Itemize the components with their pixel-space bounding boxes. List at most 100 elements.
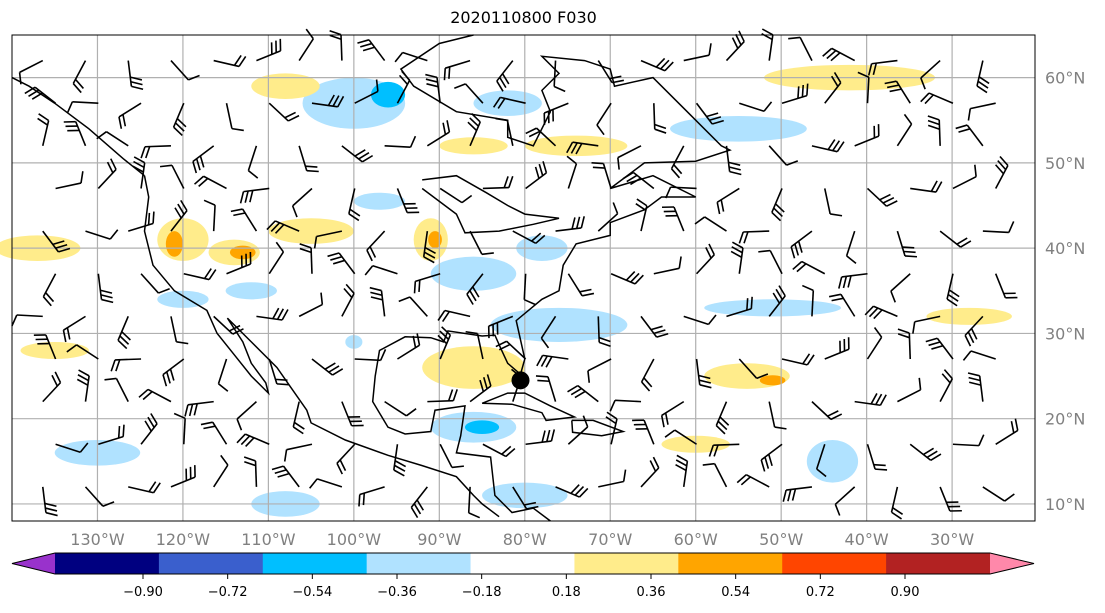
wind-barb [170,199,188,232]
wind-barb [298,145,319,173]
wind-barb [97,158,117,190]
wind-barb [128,481,161,494]
wind-barb [824,337,850,360]
wind-barb [866,187,898,207]
wind-barb [653,103,667,134]
wind-barb [341,145,374,163]
coastlines [11,34,732,522]
latitude-label: 30°N [1045,324,1085,343]
wind-barb [543,102,569,125]
map-title: 2020110800 F030 [450,8,597,27]
colorbar-segment [366,553,472,574]
wind-barb [236,401,257,431]
latitude-label: 10°N [1045,495,1085,514]
colorbar-extend-high [990,553,1034,574]
wind-barb [104,377,129,402]
wind-barb [828,293,856,317]
wind-barb [266,220,300,234]
colorbar-tick-label: 0.72 [806,585,835,600]
wind-barb [535,375,557,402]
wind-barb [369,286,386,317]
wind-barb [62,315,86,343]
wind-barb [566,141,599,155]
shaded-region [430,256,517,291]
colorbar-extend-low [12,553,55,574]
wind-barb [467,113,481,147]
wind-barb [976,60,990,94]
wind-barb [920,59,941,90]
wind-barb [540,315,557,349]
wind-barb [194,175,227,190]
shaded-region [926,307,1012,325]
wind-barb [725,145,742,176]
wind-barb [239,187,270,204]
colorbar-segment [782,553,887,574]
wind-barb [695,358,712,389]
wind-barb [610,271,644,285]
wind-barb [920,92,954,105]
wind-barb [495,117,514,147]
wind-barb [437,326,452,360]
wind-barb [358,486,385,507]
wind-barb [761,28,774,61]
wind-barb [854,393,887,407]
coastline [481,392,578,422]
wind-barb [525,161,548,190]
wind-barb [230,208,258,232]
wind-barb [695,243,716,275]
wind-barb [183,268,217,281]
wind-barb [397,333,421,360]
shaded-region [225,282,277,300]
wind-barb [37,113,50,147]
wind-barb [341,401,364,427]
wind-barb [213,454,229,488]
wind-barb [792,260,826,275]
wind-barb [384,400,417,417]
shaded-region [670,115,807,142]
wind-barb [760,443,783,472]
wind-barb [781,353,815,366]
longitude-label: 130°W [70,530,125,549]
colorbar-segment [470,553,575,574]
wind-barb [512,486,539,510]
wind-barb [354,349,387,362]
wind-barb [117,316,131,350]
wind-barb [469,230,494,256]
wind-barb [857,71,870,104]
wind-barb [487,315,514,339]
wind-barb [597,316,611,347]
wind-barb [496,60,514,92]
wind-barb [482,175,514,190]
wind-barb [815,444,827,478]
latitude-labels: 60°N 50°N 40°N 30°N 20°N 10°N [1045,69,1085,514]
wind-barb [567,415,589,445]
wind-barb [364,264,398,276]
shaded-region [439,137,508,155]
wind-barb [268,241,285,275]
shaded-region [464,420,500,435]
wind-barb [465,330,484,360]
wind-barb [118,102,142,129]
coastline [11,76,145,177]
wind-barb [758,249,783,275]
longitude-label: 120°W [156,530,211,549]
wind-barb [357,39,386,62]
wind-barb [42,230,71,253]
longitude-label: 60°W [674,530,718,549]
wind-barb [268,358,289,386]
shaded-region [490,307,628,342]
shaded-region [704,299,842,317]
colorbar-tick-label: 0.36 [637,585,666,600]
wind-barb [512,230,546,245]
wind-barb [632,419,655,445]
wind-barb [622,171,655,190]
wind-barb [366,230,386,262]
wind-barb [66,344,99,360]
wind-barb [523,273,536,306]
wind-barb [854,124,880,147]
wind-barb [781,83,809,104]
wind-barb [492,96,526,109]
wind-barb [653,256,682,275]
wind-barb [140,413,158,445]
wind-barb [170,316,189,345]
